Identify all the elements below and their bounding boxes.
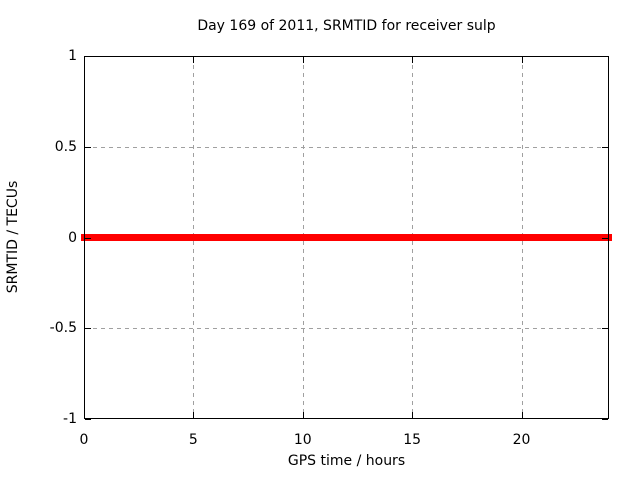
x-tick-top: [84, 57, 85, 63]
x-tick-bottom: [412, 412, 414, 418]
x-tick-label: 0: [79, 432, 89, 448]
x-axis-label: GPS time / hours: [287, 453, 406, 469]
y-tick-left: [85, 419, 91, 420]
y-tick-left: [85, 56, 91, 57]
x-tick-bottom: [302, 412, 304, 418]
x-tick-top: [193, 57, 195, 63]
x-tick-bottom: [193, 412, 195, 418]
y-tick-label: 0: [68, 229, 77, 246]
x-tick-label: 20: [512, 432, 531, 448]
y-tick-left: [85, 237, 91, 239]
y-tick-right: [602, 237, 608, 239]
y-gridline: [85, 328, 608, 330]
x-tick-top: [302, 57, 304, 63]
x-tick-label: 10: [293, 432, 312, 448]
y-gridline: [85, 146, 608, 148]
y-tick-left: [85, 146, 91, 148]
plot-area-border: [84, 56, 609, 419]
chart-title: Day 169 of 2011, SRMTID for receiver sul…: [197, 18, 496, 34]
x-tick-bottom: [84, 412, 85, 418]
x-tick-label: 5: [188, 432, 198, 448]
x-tick-label: 15: [403, 432, 422, 448]
y-tick-right: [602, 419, 608, 420]
y-tick-label: -0.5: [49, 320, 77, 337]
x-tick-top: [521, 57, 523, 63]
y-tick-label: -1: [63, 411, 77, 427]
y-axis-label: SRMTID / TECUs: [5, 180, 21, 294]
y-tick-right: [602, 56, 608, 57]
y-tick-label: 0.5: [54, 138, 77, 155]
y-tick-right: [602, 146, 608, 148]
x-tick-top: [412, 57, 414, 63]
series-line-srmtid: [81, 234, 612, 241]
x-tick-bottom: [521, 412, 523, 418]
y-tick-right: [602, 328, 608, 330]
y-tick-left: [85, 328, 91, 330]
y-tick-label: 1: [68, 48, 77, 64]
